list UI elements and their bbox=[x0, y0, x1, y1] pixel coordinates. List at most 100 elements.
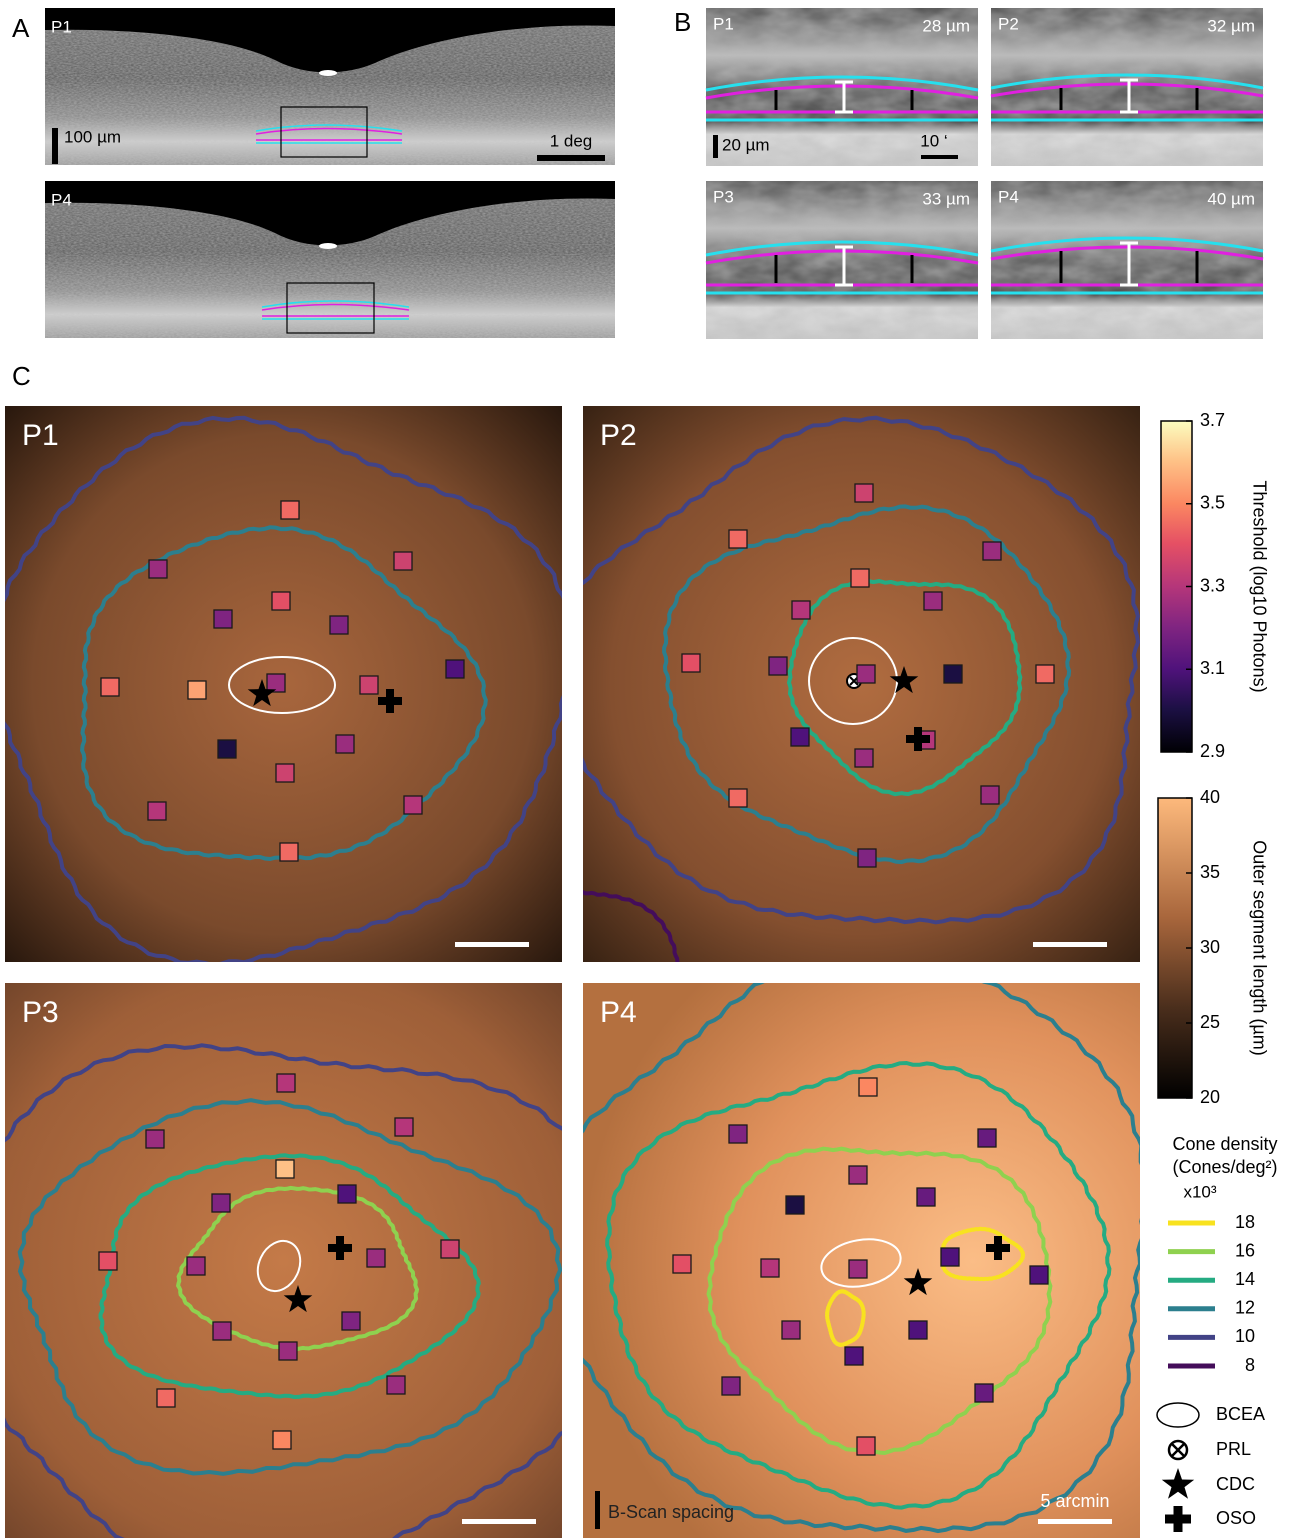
scale-label: 100 µm bbox=[64, 127, 121, 146]
threshold-square bbox=[387, 1376, 405, 1394]
threshold-square bbox=[279, 1342, 297, 1360]
foveal-reflex bbox=[319, 243, 337, 249]
scale-bar bbox=[52, 128, 58, 164]
threshold-square bbox=[342, 1312, 360, 1330]
scale-label: 10 ‘ bbox=[920, 131, 947, 150]
image-label: P2 bbox=[998, 14, 1019, 33]
legend-label: 16 bbox=[1235, 1240, 1255, 1260]
threshold-square bbox=[673, 1255, 691, 1273]
threshold-square bbox=[761, 1259, 779, 1277]
map-label: P4 bbox=[600, 996, 637, 1029]
bscan-label: B-Scan spacing bbox=[608, 1502, 734, 1522]
legend-label: 10 bbox=[1235, 1326, 1255, 1346]
threshold-square bbox=[367, 1249, 385, 1267]
threshold-square bbox=[404, 796, 422, 814]
image-label: P3 bbox=[713, 187, 734, 206]
cdc-symbol bbox=[1162, 1468, 1194, 1499]
threshold-square bbox=[187, 1257, 205, 1275]
threshold-square bbox=[214, 610, 232, 628]
scale-bar bbox=[462, 1519, 536, 1524]
threshold-square bbox=[941, 1248, 959, 1266]
image-label: P1 bbox=[51, 17, 72, 36]
scale-label: 1 deg bbox=[550, 131, 593, 150]
symbol-label: BCEA bbox=[1216, 1404, 1265, 1424]
threshold-square bbox=[909, 1321, 927, 1339]
scale-bar bbox=[537, 155, 605, 161]
threshold-square bbox=[849, 1166, 867, 1184]
threshold-square bbox=[729, 789, 747, 807]
figure: A B C P1100 µm1 degP4P128 µm20 µm10 ‘P23… bbox=[0, 0, 1289, 1538]
threshold-square bbox=[395, 1118, 413, 1136]
foveal-reflex bbox=[319, 70, 337, 76]
tick-label: 40 bbox=[1200, 787, 1220, 807]
threshold-square bbox=[983, 542, 1001, 560]
map: P3 bbox=[0, 983, 615, 1538]
threshold-square bbox=[281, 501, 299, 519]
threshold-square bbox=[101, 678, 119, 696]
scale-bar bbox=[713, 135, 718, 158]
threshold-square bbox=[394, 552, 412, 570]
legend-label: 12 bbox=[1235, 1298, 1255, 1318]
threshold-square bbox=[786, 1196, 804, 1214]
threshold-square bbox=[769, 657, 787, 675]
tick-label: 3.5 bbox=[1200, 493, 1225, 513]
threshold-square bbox=[446, 660, 464, 678]
threshold-square bbox=[280, 843, 298, 861]
legend-multiplier: x10³ bbox=[1183, 1182, 1216, 1201]
threshold-square bbox=[792, 601, 810, 619]
threshold-square bbox=[276, 764, 294, 782]
scale-bar bbox=[455, 942, 529, 947]
colorbar-title: Threshold (log10 Photons) bbox=[1249, 480, 1269, 692]
threshold-square bbox=[149, 560, 167, 578]
threshold-square bbox=[682, 654, 700, 672]
tick-label: 30 bbox=[1200, 937, 1220, 957]
threshold-square bbox=[782, 1321, 800, 1339]
tick-label: 35 bbox=[1200, 862, 1220, 882]
threshold-square bbox=[338, 1185, 356, 1203]
threshold-square bbox=[330, 616, 348, 634]
threshold-square bbox=[722, 1377, 740, 1395]
threshold-square bbox=[791, 728, 809, 746]
threshold-square bbox=[99, 1252, 117, 1270]
image-label: P4 bbox=[51, 190, 72, 209]
threshold-square bbox=[277, 1074, 295, 1092]
page: A B C P1100 µm1 degP4P128 µm20 µm10 ‘P23… bbox=[0, 0, 1289, 1538]
threshold-square bbox=[729, 530, 747, 548]
threshold-square bbox=[1030, 1266, 1048, 1284]
threshold-square bbox=[146, 1130, 164, 1148]
legend-units: (Cones/deg²) bbox=[1172, 1157, 1277, 1177]
legend-title: Cone density bbox=[1172, 1134, 1277, 1154]
tick-label: 2.9 bbox=[1200, 741, 1225, 761]
map: P1 bbox=[0, 406, 571, 965]
threshold-square bbox=[276, 1160, 294, 1178]
threshold-square bbox=[1036, 665, 1054, 683]
threshold-square bbox=[188, 681, 206, 699]
threshold-square bbox=[148, 802, 166, 820]
map-label: P3 bbox=[22, 996, 59, 1029]
tick-label: 20 bbox=[1200, 1087, 1220, 1107]
symbol-label: PRL bbox=[1216, 1439, 1251, 1459]
map-label: P2 bbox=[600, 419, 637, 452]
symbol-label: CDC bbox=[1216, 1474, 1255, 1494]
symbol-label: OSO bbox=[1216, 1508, 1256, 1528]
colorbar-title: Outer segment length (µm) bbox=[1249, 840, 1269, 1055]
threshold-square bbox=[975, 1384, 993, 1402]
panel-label: C bbox=[12, 361, 31, 391]
threshold-square bbox=[213, 1322, 231, 1340]
threshold-square bbox=[924, 592, 942, 610]
threshold-square bbox=[845, 1347, 863, 1365]
threshold-square bbox=[944, 665, 962, 683]
threshold-square bbox=[272, 592, 290, 610]
thickness-label: 28 µm bbox=[922, 16, 970, 35]
threshold-square bbox=[157, 1389, 175, 1407]
threshold-square bbox=[857, 1437, 875, 1455]
scale-bar bbox=[1033, 942, 1107, 947]
tick-label: 3.3 bbox=[1200, 575, 1225, 595]
threshold-square bbox=[855, 749, 873, 767]
image-label: P1 bbox=[713, 14, 734, 33]
map-label: P1 bbox=[22, 419, 59, 452]
threshold-square bbox=[218, 740, 236, 758]
threshold-square bbox=[858, 849, 876, 867]
panel-label: B bbox=[674, 7, 691, 37]
tick-label: 25 bbox=[1200, 1012, 1220, 1032]
